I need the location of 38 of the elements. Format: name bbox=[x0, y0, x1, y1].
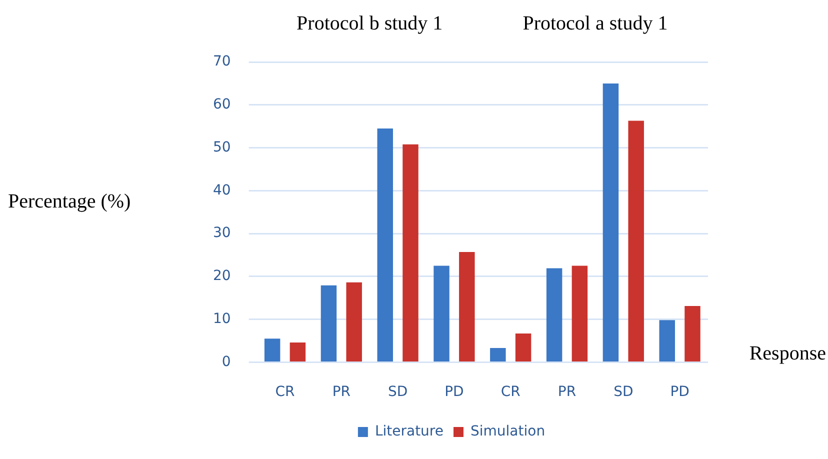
y-tick-label: 40 bbox=[212, 182, 231, 198]
bar bbox=[402, 144, 418, 362]
x-tick-label: CR bbox=[275, 384, 296, 400]
bar bbox=[377, 128, 393, 362]
x-tick-label: PD bbox=[670, 384, 690, 400]
y-tick-label: 50 bbox=[212, 139, 231, 156]
bar bbox=[572, 266, 588, 362]
x-tick-label: PD bbox=[444, 384, 464, 400]
legend-label: Simulation bbox=[470, 424, 546, 440]
y-axis-title: Percentage (%) bbox=[8, 190, 131, 212]
y-tick-label: 60 bbox=[212, 96, 231, 113]
bar bbox=[684, 306, 700, 362]
bar bbox=[434, 266, 450, 362]
bar bbox=[602, 83, 619, 362]
bar bbox=[264, 338, 280, 362]
x-tick-label: PR bbox=[558, 384, 576, 400]
y-tick-label: 20 bbox=[212, 268, 231, 284]
x-tick-label: SD bbox=[388, 384, 408, 400]
bar bbox=[628, 120, 644, 362]
y-tick-label: 10 bbox=[212, 310, 231, 327]
bar bbox=[459, 252, 475, 362]
bar bbox=[346, 282, 362, 362]
x-tick-label: SD bbox=[614, 384, 634, 400]
x-axis-title: Response bbox=[749, 342, 826, 364]
bar bbox=[546, 268, 562, 362]
bar bbox=[320, 285, 337, 362]
bar bbox=[290, 342, 306, 362]
legend-label: Literature bbox=[374, 424, 444, 440]
y-tick-label: 30 bbox=[212, 225, 231, 242]
text: Protocol a study 1 bbox=[522, 12, 668, 34]
bar bbox=[490, 348, 506, 362]
y-tick-label: 0 bbox=[222, 354, 231, 370]
bar bbox=[659, 320, 675, 362]
y-tick-label: 70 bbox=[212, 54, 231, 70]
bar bbox=[515, 333, 532, 362]
text: Protocol b study 1 bbox=[296, 12, 443, 34]
x-tick-label: PR bbox=[332, 384, 351, 400]
x-tick-label: CR bbox=[500, 384, 521, 400]
